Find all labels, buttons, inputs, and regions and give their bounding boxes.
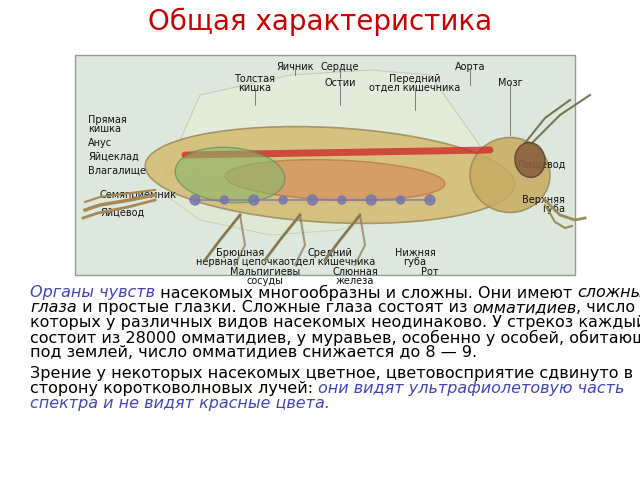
- Text: Слюнная: Слюнная: [332, 267, 378, 277]
- Text: глаза: глаза: [30, 300, 77, 315]
- Polygon shape: [165, 70, 490, 200]
- Ellipse shape: [515, 143, 545, 178]
- Text: сложные: сложные: [577, 285, 640, 300]
- Text: состоит из 28000 омматидиев, у муравьев, особенно у особей, обитающих: состоит из 28000 омматидиев, у муравьев,…: [30, 330, 640, 346]
- Circle shape: [425, 195, 435, 205]
- Text: , число: , число: [577, 300, 636, 315]
- Text: сторону коротковолновых лучей:: сторону коротковолновых лучей:: [30, 381, 318, 396]
- Polygon shape: [165, 195, 380, 235]
- Text: отдел кишечника: отдел кишечника: [284, 257, 376, 267]
- Ellipse shape: [145, 127, 515, 223]
- Text: под землей, число омматидиев снижается до 8 — 9.: под землей, число омматидиев снижается д…: [30, 345, 477, 360]
- Text: Семяприемник: Семяприемник: [100, 190, 177, 200]
- Text: Верхняя: Верхняя: [522, 195, 565, 205]
- Text: Мальпигиевы: Мальпигиевы: [230, 267, 300, 277]
- Text: Брюшная: Брюшная: [216, 248, 264, 258]
- Text: они видят ультрафиолетовую часть: они видят ультрафиолетовую часть: [318, 381, 625, 396]
- Text: Рот: Рот: [421, 267, 439, 277]
- Circle shape: [249, 195, 259, 205]
- Text: губа: губа: [542, 204, 565, 214]
- Text: которых у различных видов насекомых неодинаково. У стрекоз каждый глаз: которых у различных видов насекомых неод…: [30, 315, 640, 330]
- Circle shape: [279, 196, 287, 204]
- Circle shape: [307, 195, 317, 205]
- Text: Прямая: Прямая: [88, 115, 127, 125]
- Ellipse shape: [470, 137, 550, 213]
- Ellipse shape: [225, 160, 445, 200]
- Text: кишка: кишка: [88, 124, 121, 134]
- Text: Зрение у некоторых насекомых цветное, цветовосприятие сдвинуто в: Зрение у некоторых насекомых цветное, цв…: [30, 366, 633, 381]
- Text: Остии: Остии: [324, 78, 356, 88]
- Text: Нижняя: Нижняя: [395, 248, 435, 258]
- Circle shape: [190, 195, 200, 205]
- Text: Аорта: Аорта: [455, 62, 485, 72]
- Text: Передний: Передний: [389, 74, 441, 84]
- Text: Мозг: Мозг: [498, 78, 522, 88]
- Text: Яйцевод: Яйцевод: [100, 208, 144, 218]
- Text: Анус: Анус: [88, 138, 112, 148]
- Circle shape: [366, 195, 376, 205]
- Text: кишка: кишка: [239, 83, 271, 93]
- Text: Яйцеклад: Яйцеклад: [88, 152, 139, 162]
- Circle shape: [397, 196, 404, 204]
- Ellipse shape: [175, 147, 285, 203]
- Text: Общая характеристика: Общая характеристика: [148, 8, 492, 36]
- Text: насекомых многообразны и сложны. Они имеют: насекомых многообразны и сложны. Они име…: [155, 285, 577, 301]
- Text: губа: губа: [403, 257, 426, 267]
- Text: Средний: Средний: [308, 248, 353, 258]
- Circle shape: [338, 196, 346, 204]
- Circle shape: [220, 196, 228, 204]
- Text: Влагалище: Влагалище: [88, 166, 146, 176]
- Text: омматидиев: омматидиев: [472, 300, 577, 315]
- Text: нервная цепочка: нервная цепочка: [196, 257, 284, 267]
- Text: Пищевод: Пищевод: [518, 160, 565, 170]
- Text: и простые глазки. Сложные глаза состоят из: и простые глазки. Сложные глаза состоят …: [77, 300, 472, 315]
- Text: спектра и не видят красные цвета.: спектра и не видят красные цвета.: [30, 396, 330, 411]
- Text: Органы чувств: Органы чувств: [30, 285, 155, 300]
- Text: сосуды: сосуды: [246, 276, 284, 286]
- Text: отдел кишечника: отдел кишечника: [369, 83, 461, 93]
- Bar: [75, 55, 575, 275]
- Text: Толстая: Толстая: [234, 74, 275, 84]
- Text: Сердце: Сердце: [321, 62, 359, 72]
- Text: Яичник: Яичник: [276, 62, 314, 72]
- Text: железа: железа: [336, 276, 374, 286]
